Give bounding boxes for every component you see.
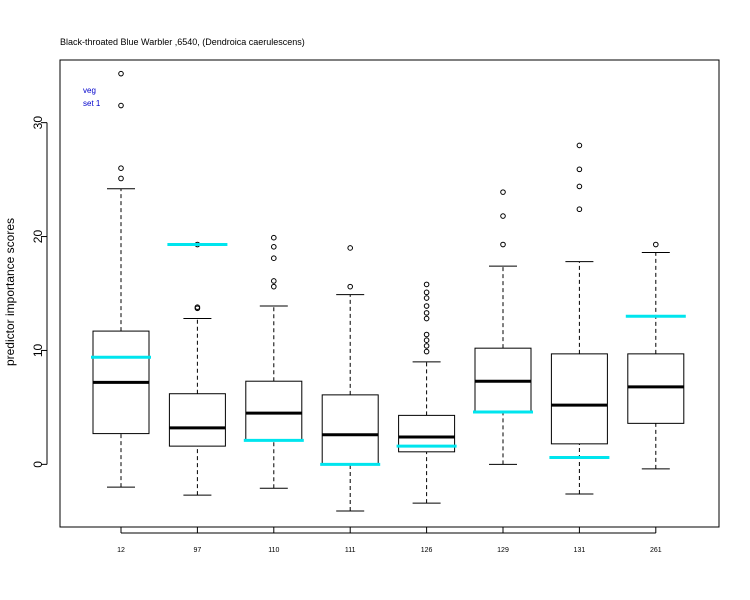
outlier-point	[576, 142, 583, 149]
x-axis: 12 97 110 111 126 129 131 261	[117, 527, 662, 554]
outlier-point	[271, 283, 277, 290]
box-group-97	[167, 241, 228, 496]
box-group-110	[243, 234, 304, 489]
plot-frame	[59, 59, 720, 528]
y-tick-label: 20	[31, 230, 45, 244]
outlier-point	[500, 189, 506, 195]
y-axis: 0 10 20 30	[31, 116, 48, 468]
x-tick-label: 111	[345, 547, 356, 554]
outlier-point	[423, 295, 430, 301]
box-group-131	[549, 142, 610, 495]
box-group-126	[396, 281, 457, 504]
x-tick-label: 97	[194, 547, 202, 554]
outlier-point	[423, 310, 430, 316]
outlier-point	[423, 289, 430, 296]
outlier-point	[118, 165, 124, 172]
y-tick-label: 10	[31, 343, 45, 357]
outlier-point	[576, 206, 583, 213]
x-tick-label: 12	[117, 547, 125, 554]
box-group-12	[91, 70, 151, 488]
outlier-point	[194, 304, 201, 310]
chart-title: Black-throated Blue Warbler ,6540, (Dend…	[60, 37, 305, 47]
outlier-point	[271, 278, 277, 284]
y-tick-label: 0	[31, 461, 45, 468]
box-iqr	[245, 380, 303, 441]
x-tick-label: 110	[268, 547, 279, 554]
outlier-point	[423, 303, 430, 309]
outlier-point	[500, 213, 506, 219]
legend: veg set 1	[83, 86, 101, 108]
outlier-point	[423, 281, 430, 288]
legend-line-veg: veg	[83, 86, 96, 95]
box-group-111	[320, 245, 381, 512]
outlier-point	[423, 331, 430, 338]
box-iqr	[321, 394, 379, 465]
box-iqr	[550, 353, 608, 445]
box-group-129	[473, 189, 533, 465]
box-series	[91, 70, 686, 512]
box-iqr	[627, 353, 685, 424]
x-tick-label: 261	[650, 547, 662, 554]
box-group-261	[625, 241, 686, 470]
legend-line-set: set 1	[83, 99, 101, 108]
y-axis-label: predictor importance scores	[3, 218, 17, 366]
outlier-point	[423, 337, 430, 344]
x-tick-label: 126	[421, 547, 433, 554]
outlier-point	[271, 234, 277, 241]
outlier-point	[500, 241, 506, 248]
outlier-point	[576, 183, 583, 190]
outlier-point	[118, 70, 124, 77]
x-tick-label: 129	[497, 547, 509, 554]
y-tick-label: 30	[31, 116, 45, 130]
outlier-point	[271, 244, 277, 250]
outlier-point	[423, 315, 430, 322]
box-iqr	[168, 393, 226, 447]
outlier-point	[347, 283, 354, 290]
outlier-point	[118, 175, 124, 182]
outlier-point	[423, 343, 430, 349]
outlier-point	[423, 348, 430, 355]
x-tick-label: 131	[574, 547, 586, 554]
outlier-point	[653, 241, 659, 248]
outlier-point	[347, 245, 354, 251]
outlier-point	[576, 166, 583, 173]
outlier-point	[271, 255, 277, 261]
outlier-point	[118, 102, 124, 109]
